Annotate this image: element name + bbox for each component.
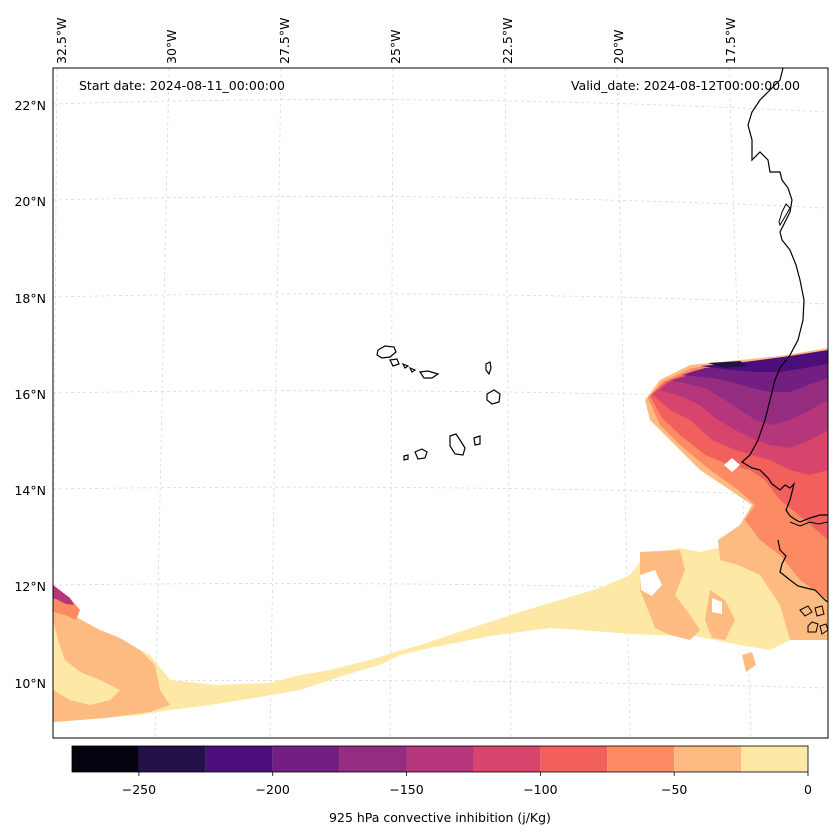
- lon-label-25w: 25°W: [388, 29, 403, 64]
- colorbar: [72, 746, 808, 772]
- cin-contours-strip: [53, 548, 800, 722]
- island-sao-vicente: [389, 358, 400, 367]
- island-sao-nicolau: [408, 366, 440, 379]
- lat-label-20n: 20°N: [14, 194, 46, 209]
- lon-label-27-5w: 27.5°W: [277, 18, 292, 64]
- cin-band-minus225-to-minus250-coast: [708, 361, 748, 368]
- cin-band-minus75-to-minus150-west: [53, 585, 74, 605]
- cape-verde-islands: [376, 345, 501, 461]
- lat-label-10n: 10°N: [14, 676, 46, 691]
- longitude-labels: 32.5°W 30°W 27.5°W 25°W 22.5°W 20°W 17.5…: [54, 18, 738, 64]
- gambia-river-outline: [789, 521, 828, 527]
- lon-label-17-5w: 17.5°W: [723, 18, 738, 64]
- coastline-detail-north: [778, 203, 791, 227]
- africa-coastline: [740, 68, 828, 523]
- colorbar-tick-minus50: −50: [661, 782, 687, 797]
- island-fogo: [414, 448, 428, 460]
- lon-label-20w: 20°W: [611, 29, 626, 64]
- colorbar-tick-minus150: −150: [389, 782, 423, 797]
- cin-contours-coast: [645, 348, 828, 640]
- colorbar-swatch-7: [540, 746, 608, 772]
- lon-label-32-5w: 32.5°W: [54, 18, 69, 64]
- colorbar-swatch-9: [674, 746, 742, 772]
- lat-label-22n: 22°N: [14, 98, 46, 113]
- colorbar-swatch-3: [272, 746, 340, 772]
- island-maio: [473, 435, 481, 446]
- cin-gap-coast: [724, 458, 740, 472]
- colorbar-ticks: −250 −200 −150 −100 −50 0: [122, 772, 812, 797]
- island-santiago: [449, 433, 466, 456]
- island-santo-antao: [376, 345, 397, 359]
- colorbar-tick-zero: 0: [804, 782, 812, 797]
- lat-label-18n: 18°N: [14, 291, 46, 306]
- lon-label-30w: 30°W: [164, 29, 179, 64]
- colorbar-swatch-6: [473, 746, 541, 772]
- guinea-bissau-islands: [799, 605, 828, 635]
- lat-label-14n: 14°N: [14, 483, 46, 498]
- island-santa-luzia: [401, 362, 410, 369]
- colorbar-tick-minus250: −250: [122, 782, 156, 797]
- start-date-label: Start date: 2024-08-11_00:00:00: [79, 78, 285, 93]
- colorbar-tick-minus200: −200: [256, 782, 290, 797]
- colorbar-swatch-5: [406, 746, 474, 772]
- lon-label-22-5w: 22.5°W: [500, 18, 515, 64]
- colorbar-swatch-1: [138, 746, 206, 772]
- africa-coastline-south: [777, 539, 828, 603]
- island-boa-vista: [486, 389, 501, 405]
- cin-band-minus25-to-minus50-west: [53, 600, 170, 722]
- cin-band-0-to-minus25: [53, 548, 800, 722]
- colorbar-swatch-2: [205, 746, 273, 772]
- lat-label-16n: 16°N: [14, 387, 46, 402]
- cin-gap-b: [712, 598, 722, 614]
- colorbar-frame: [71, 745, 809, 773]
- colorbar-swatch-10: [741, 746, 808, 772]
- colorbar-tick-minus100: −100: [523, 782, 557, 797]
- valid-date-label: Valid_date: 2024-08-12T00:00:00.00: [571, 78, 800, 93]
- map-frame: [52, 67, 829, 739]
- colorbar-label: 925 hPa convective inhibition (j/Kg): [329, 810, 551, 825]
- lat-label-12n: 12°N: [14, 579, 46, 594]
- latitude-labels: 22°N 20°N 18°N 16°N 14°N 12°N 10°N: [14, 98, 46, 691]
- island-sal: [485, 361, 492, 376]
- colorbar-swatch-8: [607, 746, 675, 772]
- cin-gap-a: [640, 570, 662, 596]
- cin-band-minus25-to-minus50-patch-c: [742, 652, 756, 672]
- colorbar-swatch-0: [72, 746, 139, 772]
- colorbar-swatch-4: [339, 746, 407, 772]
- island-brava: [403, 454, 409, 461]
